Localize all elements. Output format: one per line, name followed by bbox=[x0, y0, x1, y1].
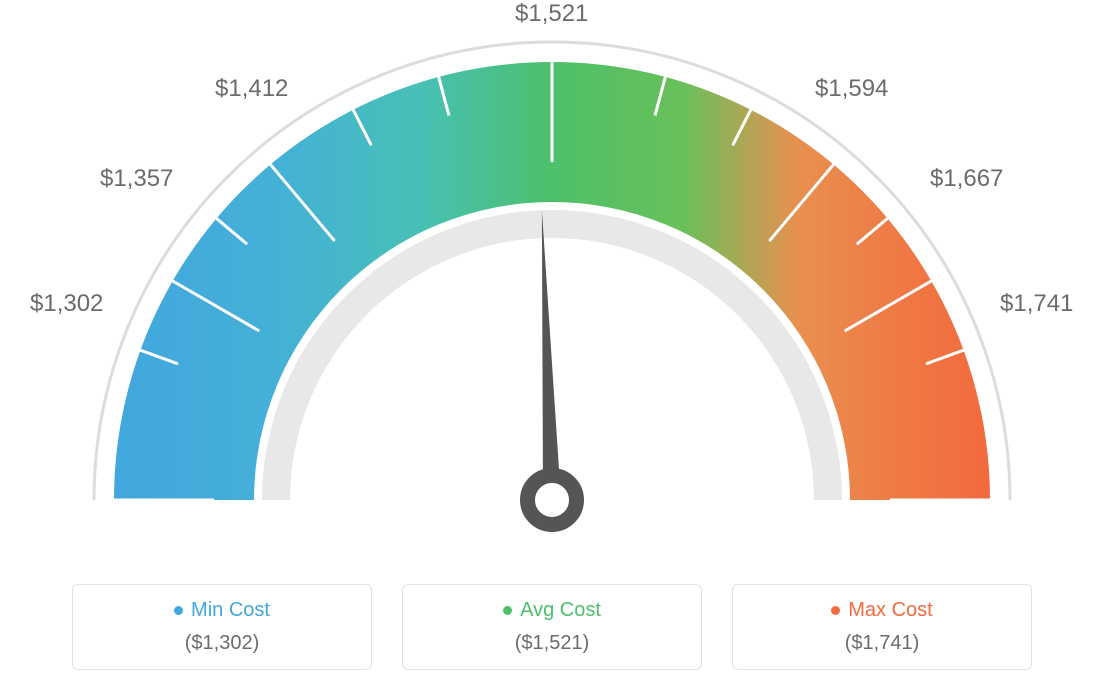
gauge-tick-label: $1,521 bbox=[515, 0, 588, 28]
legend-card-min: Min Cost ($1,302) bbox=[72, 584, 372, 670]
legend-title-text-avg: Avg Cost bbox=[520, 599, 601, 621]
legend-title-text-max: Max Cost bbox=[848, 599, 932, 621]
legend-card-avg: Avg Cost ($1,521) bbox=[402, 584, 702, 670]
gauge-tick-label: $1,741 bbox=[1000, 290, 1073, 318]
gauge-tick-label: $1,667 bbox=[930, 165, 1003, 193]
gauge-tick-label: $1,357 bbox=[100, 165, 173, 193]
gauge-svg bbox=[0, 0, 1104, 560]
gauge-tick-label: $1,412 bbox=[215, 75, 288, 103]
dot-icon-min bbox=[174, 606, 183, 615]
legend-value-max: ($1,741) bbox=[753, 632, 1011, 655]
legend-title-max: Max Cost bbox=[753, 599, 1011, 622]
gauge-tick-label: $1,302 bbox=[30, 290, 103, 318]
dot-icon-avg bbox=[503, 606, 512, 615]
legend-title-min: Min Cost bbox=[93, 599, 351, 622]
gauge-tick-label: $1,594 bbox=[815, 75, 888, 103]
legend-value-avg: ($1,521) bbox=[423, 632, 681, 655]
dot-icon-max bbox=[831, 606, 840, 615]
legend-title-avg: Avg Cost bbox=[423, 599, 681, 622]
legend-card-max: Max Cost ($1,741) bbox=[732, 584, 1032, 670]
cost-gauge-chart: $1,302 $1,357 $1,412 $1,521 $1,594 $1,667 $1,7… bbox=[0, 0, 1104, 690]
legend-value-min: ($1,302) bbox=[93, 632, 351, 655]
legend-title-text-min: Min Cost bbox=[191, 599, 270, 621]
legend-row: Min Cost ($1,302) Avg Cost ($1,521) Max … bbox=[0, 584, 1104, 670]
gauge-area: $1,302 $1,357 $1,412 $1,521 $1,594 $1,667 $1,7… bbox=[0, 0, 1104, 560]
